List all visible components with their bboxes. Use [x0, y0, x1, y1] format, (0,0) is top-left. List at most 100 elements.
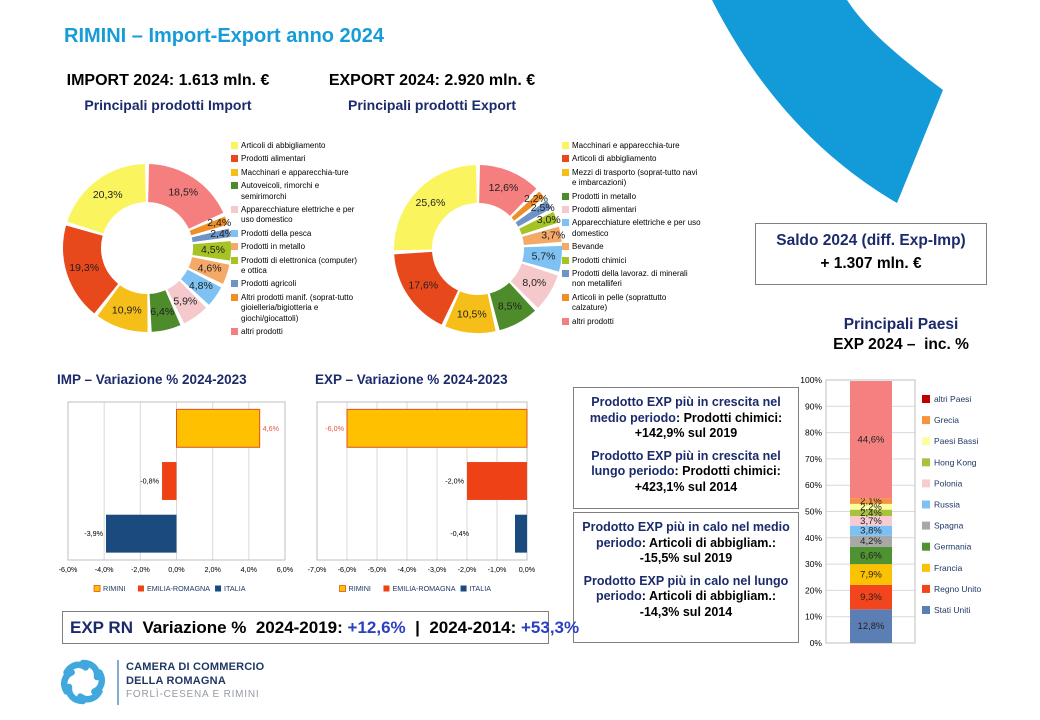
x-tick-label: -3,0% [428, 565, 447, 574]
donut-slice [149, 290, 181, 332]
x-tick-label: -1,0% [488, 565, 507, 574]
y-tick-label: 10% [805, 612, 822, 622]
legend-swatch [93, 585, 101, 592]
slice-label: 17,6% [408, 280, 438, 292]
slice-label: 2,4% [210, 228, 234, 240]
legend-label: Autoveicoli, rimorchi e semirimorchi [241, 181, 320, 201]
export-heading: EXPORT 2024: 2.920 mln. € [328, 72, 536, 89]
legend-label: Prodotti alimentari [241, 154, 306, 164]
x-tick-label: -5,0% [368, 565, 387, 574]
legend-label: Prodotti agricoli [241, 279, 297, 289]
x-tick-label: -4,0% [95, 565, 114, 574]
slice-label: 4,8% [189, 280, 213, 292]
donut-slice [394, 251, 459, 325]
legend-swatch [562, 219, 569, 227]
legend-label: Articoli di abbigliamento [572, 154, 657, 164]
export-subheading: Principali prodotti Export [347, 97, 516, 113]
legend-label: altri prodotti [241, 327, 283, 337]
legend-label: Macchinari e apparecchia-ture [572, 141, 680, 150]
legend-label: Macchinari e apparecchia-ture [241, 167, 349, 177]
legend-swatch [231, 142, 238, 149]
y-tick-label: 100% [800, 375, 822, 385]
bar [176, 408, 261, 448]
donut-slice [479, 165, 537, 216]
text-run: +53,3% [521, 618, 580, 637]
legend-swatch [562, 142, 569, 149]
legend-item: Bevande [562, 242, 702, 252]
donut-slice [148, 164, 224, 229]
logo-curl [65, 683, 87, 705]
swoosh-decoration [712, 0, 943, 203]
y-tick-label: 80% [805, 428, 822, 438]
legend-label: Prodotti chimici [572, 255, 627, 265]
legend-swatch [922, 437, 930, 446]
segment-label: 9,3% [860, 592, 882, 603]
text-run: : Prodotti chimici: +142,9% sul 2019 [634, 410, 783, 441]
legend-item: Prodotti della pesca [231, 229, 363, 239]
imp-variation-title: IMP – Variazione % 2024-2023 [57, 372, 247, 387]
text-run: EXP RN [70, 618, 133, 637]
legend-label: Prodotti della pesca [241, 228, 312, 238]
segment-label: 2,2% [860, 502, 882, 513]
x-tick-label: -2,0% [131, 565, 150, 574]
import-donut-chart: 18,5% 2,4%2,4% 4,5% 4,6% 4,8% 5,9%6,4% 10,9% 19… [63, 164, 234, 332]
donut-slice [189, 216, 228, 236]
legend-label: Bevande [572, 242, 604, 252]
countries-chart-title: Principali Paesi EXP 2024 – inc. % [795, 316, 1007, 354]
export-section-header: EXPORT 2024: 2.920 mln. € Principali pro… [308, 72, 556, 113]
donut-slice [188, 257, 230, 284]
legend-item: Autoveicoli, rimorchi e semirimorchi [231, 181, 363, 202]
legend-swatch [231, 155, 238, 163]
legend-label: Germania [934, 542, 972, 552]
footer-logo: CAMERA DI COMMERCIO DELLA ROMAGNA FORLÌ-… [126, 661, 264, 702]
legend-label: Hong Kong [934, 457, 977, 467]
legend-swatch [231, 206, 238, 214]
logo-separator [117, 660, 119, 705]
text-run: Prodotto EXP più in calo nel medio perio… [582, 520, 790, 550]
legend-label: Grecia [934, 415, 959, 425]
logo-curl [91, 669, 106, 695]
legend-item: Articoli di abbigliamento [231, 141, 363, 151]
stack-segment [850, 546, 892, 565]
bar-label: -0,8% [140, 477, 159, 486]
export-donut-legend: Macchinari e apparecchia-ture Articoli di… [562, 141, 702, 330]
slice-label: 2,4% [207, 217, 231, 229]
donut-slice [97, 285, 148, 332]
plot-border [67, 401, 286, 561]
slice-label: 3,7% [541, 229, 565, 241]
x-tick-label: -7,0% [308, 565, 327, 574]
donut-slice [522, 226, 562, 246]
logo-curl [63, 661, 89, 676]
legend-label: Stati Uniti [934, 605, 970, 615]
slice-label: 5,7% [532, 251, 556, 263]
legend-item: altri prodotti [231, 327, 363, 337]
text-run: | [405, 618, 430, 637]
donut-slice [489, 282, 536, 331]
legend-item: Apparecchiature elettriche e per uso dom… [231, 205, 363, 226]
legend-label: Francia [934, 563, 963, 573]
segment-label: 12,8% [858, 621, 885, 632]
legend-swatch [231, 328, 238, 336]
donut-slice [167, 280, 207, 324]
x-tick-label: 6,0% [277, 565, 294, 574]
donut-slice [192, 241, 232, 261]
donut-slice [63, 225, 119, 314]
donut-slice [519, 211, 558, 235]
slice-label: 20,3% [93, 189, 123, 201]
bar-label: 4,6% [263, 424, 280, 433]
legend-label: ITALIA [224, 584, 246, 593]
bar-label: -2,0% [445, 477, 464, 486]
legend-swatch [922, 500, 930, 509]
legend-swatch [562, 243, 569, 251]
x-tick-label: -4,0% [398, 565, 417, 574]
legend-swatch [562, 293, 569, 301]
exp-rn-box: EXP RN Variazione % 2024-2019: +12,6% | … [62, 611, 579, 644]
text-run: : Articoli di abbigliam.: -14,3% sul 201… [639, 589, 777, 619]
legend-label: altri prodotti [572, 316, 614, 326]
y-tick-label: 0% [810, 638, 823, 648]
slice-label: 19,3% [69, 262, 99, 274]
page-title: RIMINI – Import-Export anno 2024 [64, 25, 385, 47]
camera-commercio-logo-icon [60, 659, 106, 705]
imp-variation-chart: -6,0% -4,0% -2,0% 0,0% 2,0% 4,0% 6,0% 4,6% -0,8%… [59, 401, 294, 593]
y-tick-label: 50% [805, 507, 822, 517]
